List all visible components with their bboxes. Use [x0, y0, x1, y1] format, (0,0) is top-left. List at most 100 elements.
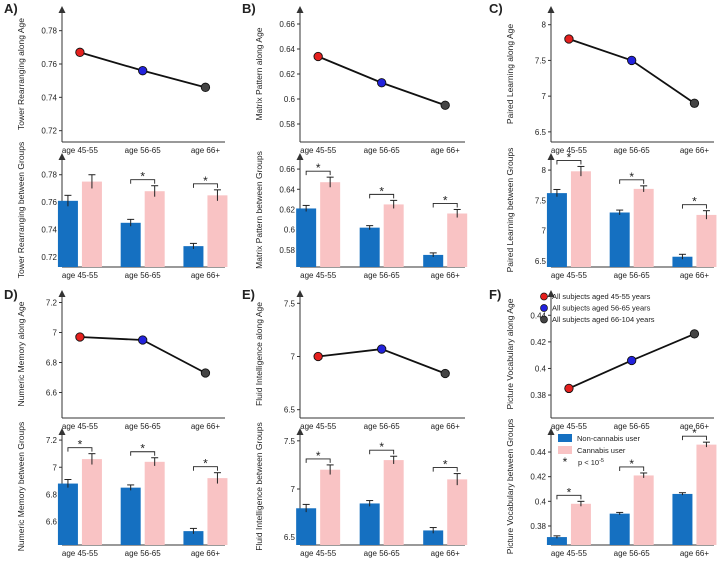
y-tick-label: 6.5	[535, 257, 547, 266]
y-axis-arrow	[547, 6, 555, 13]
y-axis-label: Matrix Pattern between Groups	[254, 151, 264, 269]
y-axis-label: Tower Rearranging between Groups	[16, 142, 26, 279]
panel-label: A)	[4, 1, 18, 16]
bar-cannabis	[570, 503, 591, 545]
bar-non-cannabis	[57, 200, 78, 267]
significance-bracket	[556, 494, 582, 500]
significance-bracket	[369, 193, 395, 199]
x-tick-label: age 66+	[680, 271, 709, 280]
y-tick-label: 0.62	[279, 70, 295, 79]
x-tick-label: age 66+	[191, 146, 220, 155]
y-axis-label: Fluid Intelligence between Groups	[254, 422, 264, 551]
x-tick-label: age 56-65	[614, 146, 651, 155]
y-tick-label: 0.76	[41, 60, 57, 69]
significance-star: *	[316, 161, 321, 175]
x-tick-label: age 66+	[680, 422, 709, 431]
x-tick-label: age 66+	[431, 422, 460, 431]
y-tick-label: 6.5	[535, 128, 547, 137]
x-tick-label: age 45-55	[551, 549, 588, 558]
significance-star: *	[379, 440, 384, 454]
significance-bracket	[192, 466, 218, 471]
panel-label: D)	[4, 287, 18, 302]
x-tick-label: age 45-55	[62, 271, 99, 280]
bar-cannabis	[696, 214, 717, 267]
legend-marker	[540, 304, 548, 312]
legend-label-non-cannabis: Non-cannabis user	[577, 434, 640, 443]
bar-non-cannabis	[57, 483, 78, 545]
x-tick-label: age 56-65	[364, 422, 401, 431]
significance-bracket	[681, 204, 707, 209]
panel-11: 6.5 7 7.5 Fluid Intelligence between Groups…	[254, 422, 468, 558]
bar-non-cannabis	[672, 256, 693, 267]
y-tick-label: 6.8	[46, 359, 58, 368]
panel-6: 6.5 7 7.5 8 Paired Learning between Groups ag…	[505, 148, 717, 280]
x-tick-label: age 45-55	[300, 422, 337, 431]
bar-cannabis	[447, 479, 468, 545]
y-axis-arrow	[296, 290, 304, 297]
bar-cannabis	[144, 461, 165, 545]
y-axis-label: Paired Learning along Age	[505, 24, 515, 124]
significance-star: *	[629, 170, 634, 184]
bar-non-cannabis	[609, 212, 630, 267]
legend-marker	[540, 292, 548, 301]
y-tick-label: 0.42	[530, 338, 546, 347]
significance-bracket	[681, 435, 707, 441]
y-tick-label: 7	[291, 485, 296, 494]
data-point	[313, 351, 323, 362]
x-tick-label: age 45-55	[551, 146, 588, 155]
y-tick-label: 0.64	[279, 45, 295, 54]
data-point	[689, 329, 700, 339]
legend-significance-exponent: -5	[599, 458, 604, 464]
y-axis-arrow	[296, 153, 304, 160]
x-tick-label: age 56-65	[125, 422, 162, 431]
x-tick-label: age 66+	[191, 422, 220, 431]
significance-bracket	[130, 451, 156, 456]
significance-bracket	[556, 160, 582, 165]
y-axis-arrow	[58, 153, 66, 160]
data-point	[377, 344, 387, 354]
significance-bracket	[67, 447, 93, 452]
panel-3: C) 6.5 7 7.5 8 Paired Learning along Age age 4…	[489, 1, 714, 155]
y-tick-label: 0.58	[279, 246, 295, 255]
x-tick-label: age 66+	[191, 271, 220, 280]
y-tick-label: 7.5	[535, 196, 547, 205]
panel-7: D) 6.6 6.8 7 7.2 Numeric Memory along Age age …	[4, 287, 225, 431]
y-tick-label: 7.2	[46, 436, 58, 445]
x-tick-label: age 66+	[191, 549, 220, 558]
y-tick-label: 0.72	[41, 253, 57, 262]
bar-non-cannabis	[296, 508, 317, 545]
bar-cannabis	[207, 478, 228, 545]
bar-non-cannabis	[296, 208, 317, 267]
x-tick-label: age 56-65	[614, 271, 651, 280]
x-tick-label: age 66+	[431, 549, 460, 558]
data-point	[313, 51, 323, 62]
y-axis-arrow	[58, 290, 66, 297]
y-axis-arrow	[58, 428, 66, 435]
x-tick-label: age 45-55	[300, 549, 337, 558]
bar-non-cannabis	[183, 531, 204, 545]
legend-label-cannabis: Cannabis user	[577, 446, 626, 455]
significance-star: *	[140, 442, 145, 456]
legend-significance-text: p < 10	[578, 458, 599, 467]
y-tick-label: 0.74	[41, 93, 57, 102]
bar-cannabis	[570, 171, 591, 267]
bar-cannabis	[81, 459, 102, 545]
y-tick-label: 0.66	[279, 165, 295, 174]
panel-label: E)	[242, 287, 255, 302]
y-axis-label: Numeric Memory along Age	[16, 301, 26, 406]
y-tick-label: 0.78	[41, 171, 57, 180]
legend-marker	[540, 315, 548, 324]
bar-cannabis	[383, 460, 404, 545]
data-point	[200, 82, 211, 92]
x-tick-label: age 66+	[431, 271, 460, 280]
y-tick-label: 0.38	[530, 391, 546, 400]
bar-non-cannabis	[423, 254, 444, 267]
data-point	[627, 355, 637, 366]
bar-cannabis	[447, 213, 468, 267]
x-tick-label: age 45-55	[62, 549, 99, 558]
data-point	[440, 100, 450, 110]
significance-star: *	[140, 170, 145, 184]
x-tick-label: age 56-65	[614, 549, 651, 558]
y-tick-label: 6.8	[46, 490, 58, 499]
